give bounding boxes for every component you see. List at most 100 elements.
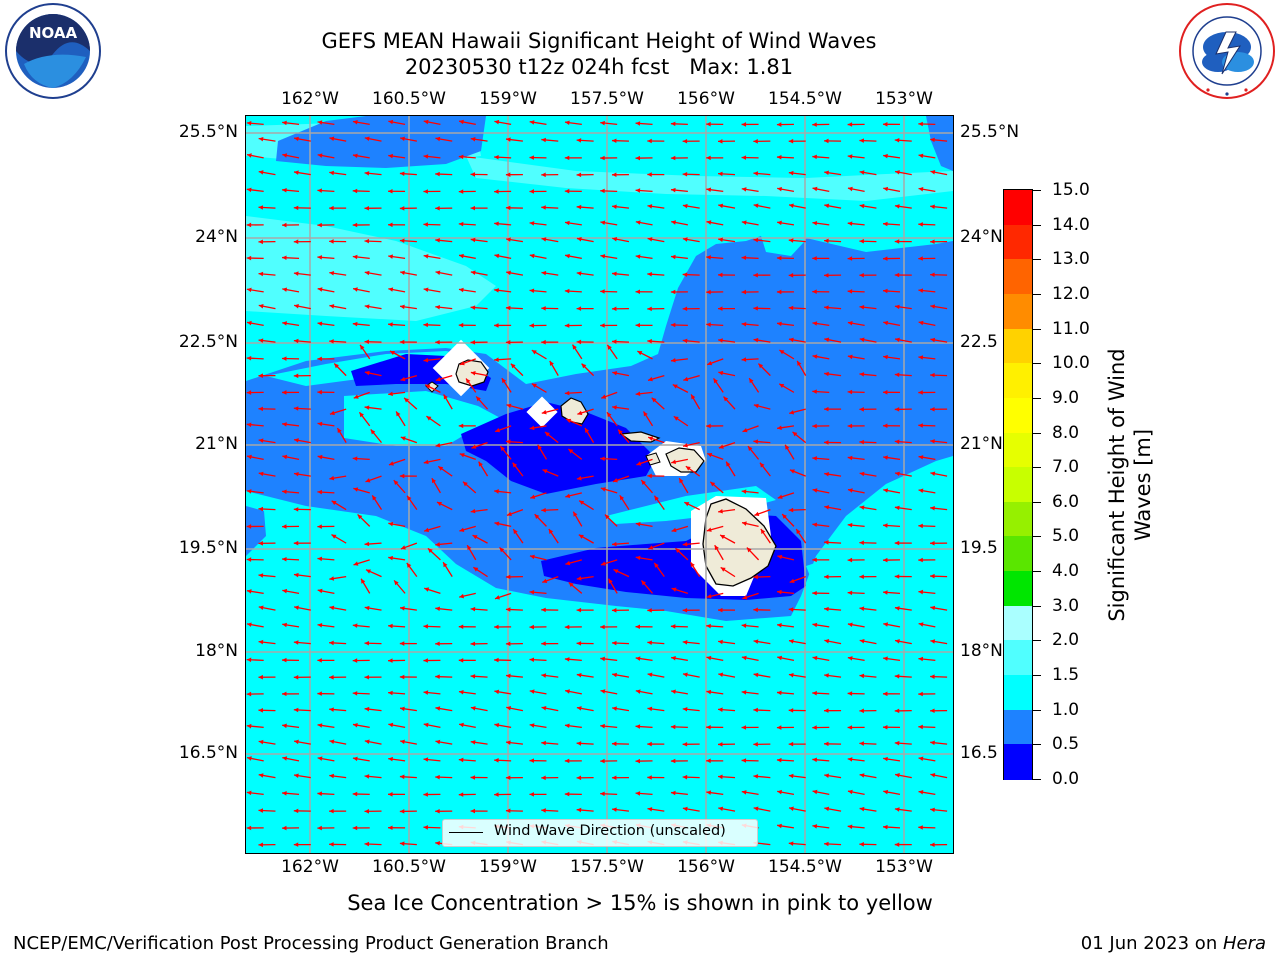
lon-tick-top: 160.5°W — [372, 89, 446, 109]
wave-direction-arrowhead — [364, 739, 370, 744]
wave-direction-arrowhead — [505, 205, 511, 211]
wave-direction-arrowhead — [918, 656, 924, 662]
wave-direction-arrowhead — [435, 841, 440, 846]
wave-direction-arrowhead — [741, 321, 747, 327]
wave-direction-arrowhead — [859, 138, 864, 143]
wave-direction-arrowhead — [812, 488, 818, 493]
wave-direction-arrowhead — [353, 487, 359, 492]
wave-direction-arrowhead — [635, 624, 641, 630]
wave-direction-arrowhead — [435, 339, 440, 345]
wave-direction-arrowhead — [294, 304, 299, 309]
lon-tick-bottom: 160.5°W — [372, 857, 446, 877]
wave-direction-arrowhead — [648, 545, 654, 550]
wave-direction-arrowhead — [530, 494, 536, 499]
wave-direction-arrowhead — [352, 623, 358, 628]
wave-direction-arrowhead — [352, 188, 358, 194]
wave-direction-arrowhead — [707, 361, 713, 366]
wave-direction-arrowhead — [894, 807, 900, 812]
wave-direction-arrowhead — [459, 253, 464, 259]
wave-direction-arrowhead — [672, 384, 678, 389]
wave-direction-arrowhead — [930, 439, 935, 444]
wave-direction-arrowhead — [529, 689, 535, 694]
wave-direction-arrowhead — [529, 425, 535, 431]
wave-direction-arrowhead — [720, 567, 726, 572]
wave-direction-arrowhead — [427, 548, 433, 554]
wave-direction-arrowhead — [541, 740, 546, 746]
lon-tick-bottom: 157.5°W — [570, 857, 644, 877]
wave-direction-arrowhead — [246, 287, 252, 293]
wave-direction-arrowhead — [824, 505, 830, 510]
wave-direction-arrowhead — [282, 825, 287, 831]
wave-direction-arrowhead — [293, 205, 299, 211]
lon-tick-bottom: 162°W — [281, 857, 339, 877]
wave-direction-arrowhead — [459, 453, 465, 458]
wave-direction-arrowhead — [753, 806, 759, 811]
wave-direction-arrowhead — [847, 256, 853, 261]
wave-direction-arrowhead — [847, 522, 853, 528]
wave-direction-arrowhead — [529, 554, 535, 560]
wave-direction-arrowhead — [506, 740, 511, 745]
wave-direction-arrowhead — [423, 189, 428, 194]
wave-direction-arrowhead — [600, 561, 606, 566]
colorbar-tick-mark — [1033, 744, 1041, 746]
wave-direction-arrowhead — [317, 421, 323, 427]
wave-direction-arrowhead — [883, 153, 888, 159]
wave-direction-arrowhead — [364, 206, 369, 211]
wave-direction-arrowhead — [777, 554, 783, 560]
wave-direction-arrowhead — [776, 289, 782, 295]
colorbar-tick-label: 5.0 — [1052, 526, 1080, 547]
wave-direction-arrowhead — [294, 605, 299, 610]
wave-direction-arrowhead — [352, 791, 358, 797]
wave-direction-arrowhead — [930, 605, 936, 611]
wave-direction-arrowhead — [258, 808, 264, 813]
wave-direction-arrowhead — [246, 589, 252, 594]
wave-direction-arrowhead — [718, 607, 723, 613]
wave-direction-arrowhead — [282, 454, 288, 460]
wave-direction-arrowhead — [329, 239, 334, 244]
wave-direction-arrowhead — [883, 186, 889, 192]
wave-direction-arrowhead — [619, 495, 625, 501]
wave-direction-arrowhead — [258, 842, 263, 848]
wave-direction-arrowhead — [577, 410, 583, 416]
wave-direction-arrowhead — [690, 562, 695, 568]
wave-direction-arrowhead — [753, 306, 758, 311]
wave-direction-arrowhead — [812, 154, 817, 160]
wave-direction-arrowhead — [714, 545, 719, 551]
wave-direction-arrowhead — [282, 691, 287, 697]
wave-direction-arrowhead — [691, 394, 696, 400]
wave-direction-arrowhead — [423, 792, 428, 797]
wave-direction-arrowhead — [883, 789, 889, 795]
wave-direction-arrowhead — [671, 689, 676, 695]
wave-direction-arrowhead — [718, 306, 723, 311]
wave-direction-arrowhead — [564, 390, 570, 396]
wave-direction-arrowhead — [812, 389, 817, 394]
wave-direction-arrowhead — [600, 155, 605, 161]
wave-direction-arrowhead — [470, 137, 476, 142]
wave-direction-arrowhead — [258, 271, 264, 277]
wave-direction-arrowhead — [788, 238, 794, 243]
wave-direction-arrowhead — [723, 396, 729, 402]
wave-direction-arrowhead — [423, 722, 429, 728]
wave-direction-arrowhead — [895, 170, 900, 175]
wave-direction-arrowhead — [847, 389, 853, 395]
wave-direction-arrowhead — [352, 321, 358, 327]
wave-direction-arrowhead — [317, 120, 323, 125]
wave-direction-arrowhead — [258, 573, 264, 578]
wave-direction-arrowhead — [400, 270, 405, 276]
wave-direction-arrowhead — [777, 623, 782, 628]
colorbar-tick-mark — [1033, 259, 1041, 261]
wave-direction-arrowhead — [576, 741, 582, 746]
wave-direction-arrowhead — [797, 360, 802, 366]
wave-direction-arrowhead — [506, 270, 511, 276]
wave-direction-arrowhead — [505, 775, 511, 780]
colorbar-tick-mark — [1033, 536, 1041, 538]
wave-direction-arrowhead — [282, 321, 287, 326]
wave-direction-arrowhead — [600, 656, 605, 662]
wave-direction-arrowhead — [607, 344, 612, 350]
wave-direction-arrowhead — [600, 723, 605, 729]
wave-direction-arrowhead — [282, 187, 287, 193]
wave-direction-arrowhead — [930, 639, 936, 644]
lat-tick-left: 16.5°N — [178, 743, 238, 763]
wave-direction-arrowhead — [611, 306, 617, 312]
wave-direction-arrowhead — [670, 724, 676, 730]
